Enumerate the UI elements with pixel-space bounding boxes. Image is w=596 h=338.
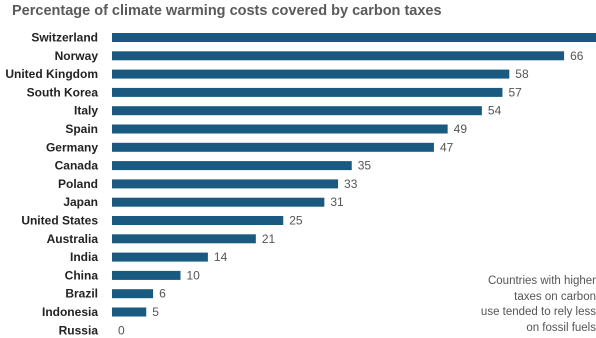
category-label-norway: Norway	[55, 49, 99, 63]
bar-united-states	[112, 216, 284, 225]
bar-poland	[112, 179, 339, 189]
chart-annotation: Countries with higher taxes on carbon us…	[480, 275, 596, 334]
value-label-india: 14	[214, 250, 228, 264]
bar-germany	[112, 142, 434, 152]
value-label-spain: 49	[454, 122, 468, 136]
value-label-indonesia: 5	[152, 305, 159, 319]
value-label-poland: 33	[344, 177, 358, 191]
bar-south-korea	[112, 87, 503, 97]
bar-indonesia	[112, 307, 147, 317]
category-label-japan: Japan	[63, 195, 98, 209]
bar-spain	[112, 124, 448, 134]
bar-canada	[112, 161, 352, 171]
category-label-australia: Australia	[47, 232, 99, 246]
value-label-united-states: 25	[289, 214, 303, 228]
value-label-china: 10	[187, 268, 201, 282]
value-label-united-kingdom: 58	[515, 67, 529, 81]
category-label-spain: Spain	[65, 122, 98, 136]
category-label-poland: Poland	[58, 177, 98, 191]
bar-brazil	[112, 289, 154, 299]
category-label-indonesia: Indonesia	[42, 305, 98, 319]
chart-title: Percentage of climate warming costs cove…	[12, 3, 442, 19]
category-label-italy: Italy	[74, 104, 98, 118]
category-label-south-korea: South Korea	[27, 85, 99, 99]
bar-australia	[112, 234, 256, 244]
value-label-japan: 31	[330, 195, 344, 209]
category-label-united-states: United States	[21, 214, 98, 228]
bar-japan	[112, 197, 325, 207]
value-label-canada: 35	[358, 159, 372, 173]
category-label-china: China	[65, 268, 99, 282]
value-label-brazil: 6	[159, 287, 166, 301]
category-label-switzerland: Switzerland	[31, 31, 98, 45]
value-label-norway: 66	[570, 49, 584, 63]
value-label-italy: 54	[488, 104, 502, 118]
category-label-united-kingdom: United Kingdom	[5, 67, 98, 81]
category-label-india: India	[70, 250, 98, 264]
value-label-germany: 47	[440, 140, 454, 154]
bar-united-kingdom	[112, 69, 510, 79]
bar-norway	[112, 51, 565, 61]
category-label-canada: Canada	[55, 159, 99, 173]
bar-china	[112, 270, 181, 280]
category-label-russia: Russia	[59, 323, 99, 337]
category-label-germany: Germany	[46, 140, 98, 154]
value-label-russia: 0	[118, 323, 125, 337]
category-label-brazil: Brazil	[65, 287, 98, 301]
value-label-australia: 21	[262, 232, 276, 246]
bar-italy	[112, 106, 482, 116]
bar-switzerland	[112, 33, 596, 42]
bar-india	[112, 252, 208, 262]
value-label-south-korea: 57	[508, 85, 522, 99]
